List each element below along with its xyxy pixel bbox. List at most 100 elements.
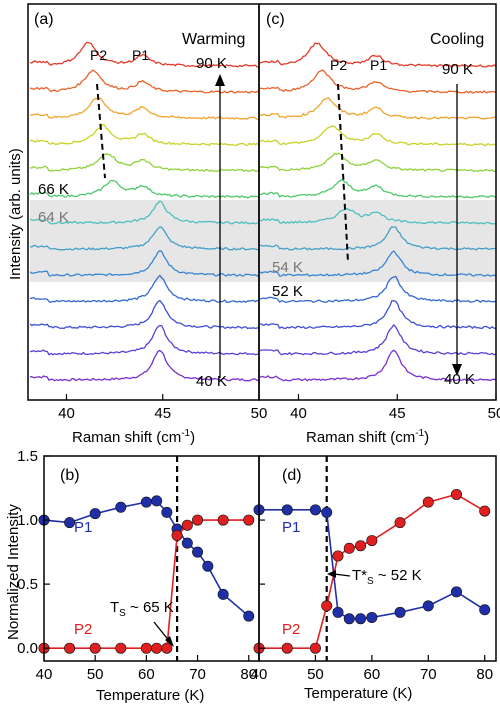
- spectrum-10: [29, 97, 260, 120]
- panel-d: (d) P1 P2 T*S ~ 52 K 40 50 60 70 80 Temperat…: [251, 455, 497, 702]
- x-tick-label-70: 70: [189, 666, 206, 683]
- spectrum-4: [29, 249, 260, 277]
- spectrum-2: [29, 299, 260, 330]
- panel-label-b: (b): [60, 467, 80, 484]
- y-tick-label-1.5: 1.5: [17, 448, 38, 465]
- x-tick-label-60: 60: [138, 666, 155, 683]
- panel-c: (c) Cooling P2 P1 90 K 54 K 52 K 40 K 40…: [258, 3, 500, 446]
- x-tick-label-50: 50: [307, 666, 324, 683]
- ts-arrow-d: [333, 573, 351, 577]
- x-tick-label-60: 60: [364, 666, 381, 683]
- x-ticks-a: 40 45 50: [58, 394, 267, 422]
- x-tick-label-50: 50: [488, 405, 500, 422]
- ts-annotation-d: T*S ~ 52 K: [352, 567, 422, 587]
- highlight-band-a: [30, 200, 259, 282]
- point-p1-62: [151, 495, 163, 507]
- x-axis-label-a: Raman shift (cm-1): [72, 428, 195, 446]
- spectrum-10: [259, 97, 497, 120]
- x-tick-label-40: 40: [36, 666, 53, 683]
- x-axis-label-d: Temperature (K): [304, 685, 412, 702]
- plot-d: [253, 456, 491, 661]
- ts-annotation-b: TS ~ 65 K: [110, 599, 174, 619]
- spectrum-7: [29, 179, 260, 199]
- point-p1-60: [140, 496, 152, 508]
- y-axis-label-b: Normalized Intensity: [5, 504, 22, 640]
- spectrum-0: [29, 349, 260, 382]
- peak-label-p1-a: P1: [132, 47, 149, 63]
- spectrum-2: [259, 300, 497, 330]
- point-p2-55: [115, 642, 127, 654]
- point-p2-54: [332, 550, 344, 562]
- x-tick-label-40: 40: [290, 405, 307, 422]
- point-p1-54: [332, 606, 344, 618]
- point-p1-56: [343, 613, 355, 625]
- frame-c: [258, 3, 497, 401]
- spectrum-1: [259, 324, 497, 356]
- point-p2-75: [217, 514, 229, 526]
- point-p1-60: [366, 611, 378, 623]
- arrow-head-down: [452, 364, 462, 376]
- point-p1-52: [321, 506, 333, 518]
- spectrum-7: [259, 179, 497, 199]
- point-p1-70: [192, 546, 204, 558]
- panel-label-d: (d): [282, 467, 302, 484]
- axes-b: 40 50 60 70 80 0.0 0.5 1.0 1.5: [17, 448, 257, 683]
- plot-b: [38, 456, 255, 661]
- x-tick-label-40: 40: [58, 405, 75, 422]
- panel-a: (a) Warming P2 P1 90 K 66 K 64 K 40 K 40…: [7, 3, 267, 446]
- point-p2-65: [394, 517, 406, 529]
- point-p2-75: [450, 488, 462, 500]
- point-p2-60: [140, 642, 152, 654]
- panel-label-a: (a): [34, 11, 54, 28]
- legend-p1-b: P1: [74, 519, 92, 536]
- point-p2-70: [422, 496, 434, 508]
- point-p2-50: [89, 642, 101, 654]
- x-tick-label-70: 70: [420, 666, 437, 683]
- peak-label-p1-c: P1: [370, 57, 387, 73]
- spectrum-9: [259, 125, 497, 146]
- point-p1-45: [281, 504, 293, 516]
- point-p1-50: [89, 508, 101, 520]
- panel-label-c: (c): [266, 11, 285, 28]
- y-tick-label-0: 0.0: [17, 640, 38, 657]
- point-p2-64: [161, 642, 173, 654]
- x-tick-label-50: 50: [87, 666, 104, 683]
- x-tick-label-45: 45: [389, 405, 406, 422]
- label-90K-a: 90 K: [196, 55, 227, 72]
- point-p1-55: [115, 501, 127, 513]
- title-cooling: Cooling: [430, 31, 484, 48]
- point-p1-68: [181, 537, 193, 549]
- spectrum-11: [30, 69, 260, 94]
- point-p2-80: [479, 505, 491, 517]
- point-p1-72: [202, 560, 214, 572]
- frame-d: [258, 455, 497, 662]
- ts-arrow-head-d: [327, 570, 336, 578]
- point-p1-80: [243, 610, 255, 622]
- x-tick-label-50: 50: [251, 405, 268, 422]
- spectrum-3: [30, 274, 260, 303]
- y-axis-label-a: Intensity (arb. units): [7, 148, 24, 280]
- point-p2-52: [321, 600, 333, 612]
- point-p2-50: [309, 642, 321, 654]
- peak-label-p2-c: P2: [330, 57, 347, 73]
- spectrum-6: [29, 200, 260, 225]
- label-52K-c: 52 K: [272, 283, 303, 300]
- label-54K-c: 54 K: [272, 259, 303, 276]
- spectra-a: [29, 41, 260, 382]
- point-p1-80: [479, 604, 491, 616]
- dashed-guide-a: [96, 83, 106, 179]
- point-p2-80: [243, 514, 255, 526]
- point-p1-58: [355, 613, 367, 625]
- point-p1-65: [394, 606, 406, 618]
- axes-d: 40 50 60 70 80: [251, 455, 493, 683]
- legend-p2-d: P2: [282, 621, 300, 638]
- legend-p2-b: P2: [74, 621, 92, 638]
- spectrum-8: [259, 152, 497, 173]
- spectrum-12: [29, 41, 260, 68]
- peak-label-p2-a: P2: [90, 47, 107, 63]
- ts-arrow-head-b: [165, 636, 174, 647]
- label-66K-a: 66 K: [38, 181, 69, 198]
- label-40K-c: 40 K: [444, 371, 475, 388]
- point-p1-50: [309, 504, 321, 516]
- label-40K-a: 40 K: [196, 373, 227, 390]
